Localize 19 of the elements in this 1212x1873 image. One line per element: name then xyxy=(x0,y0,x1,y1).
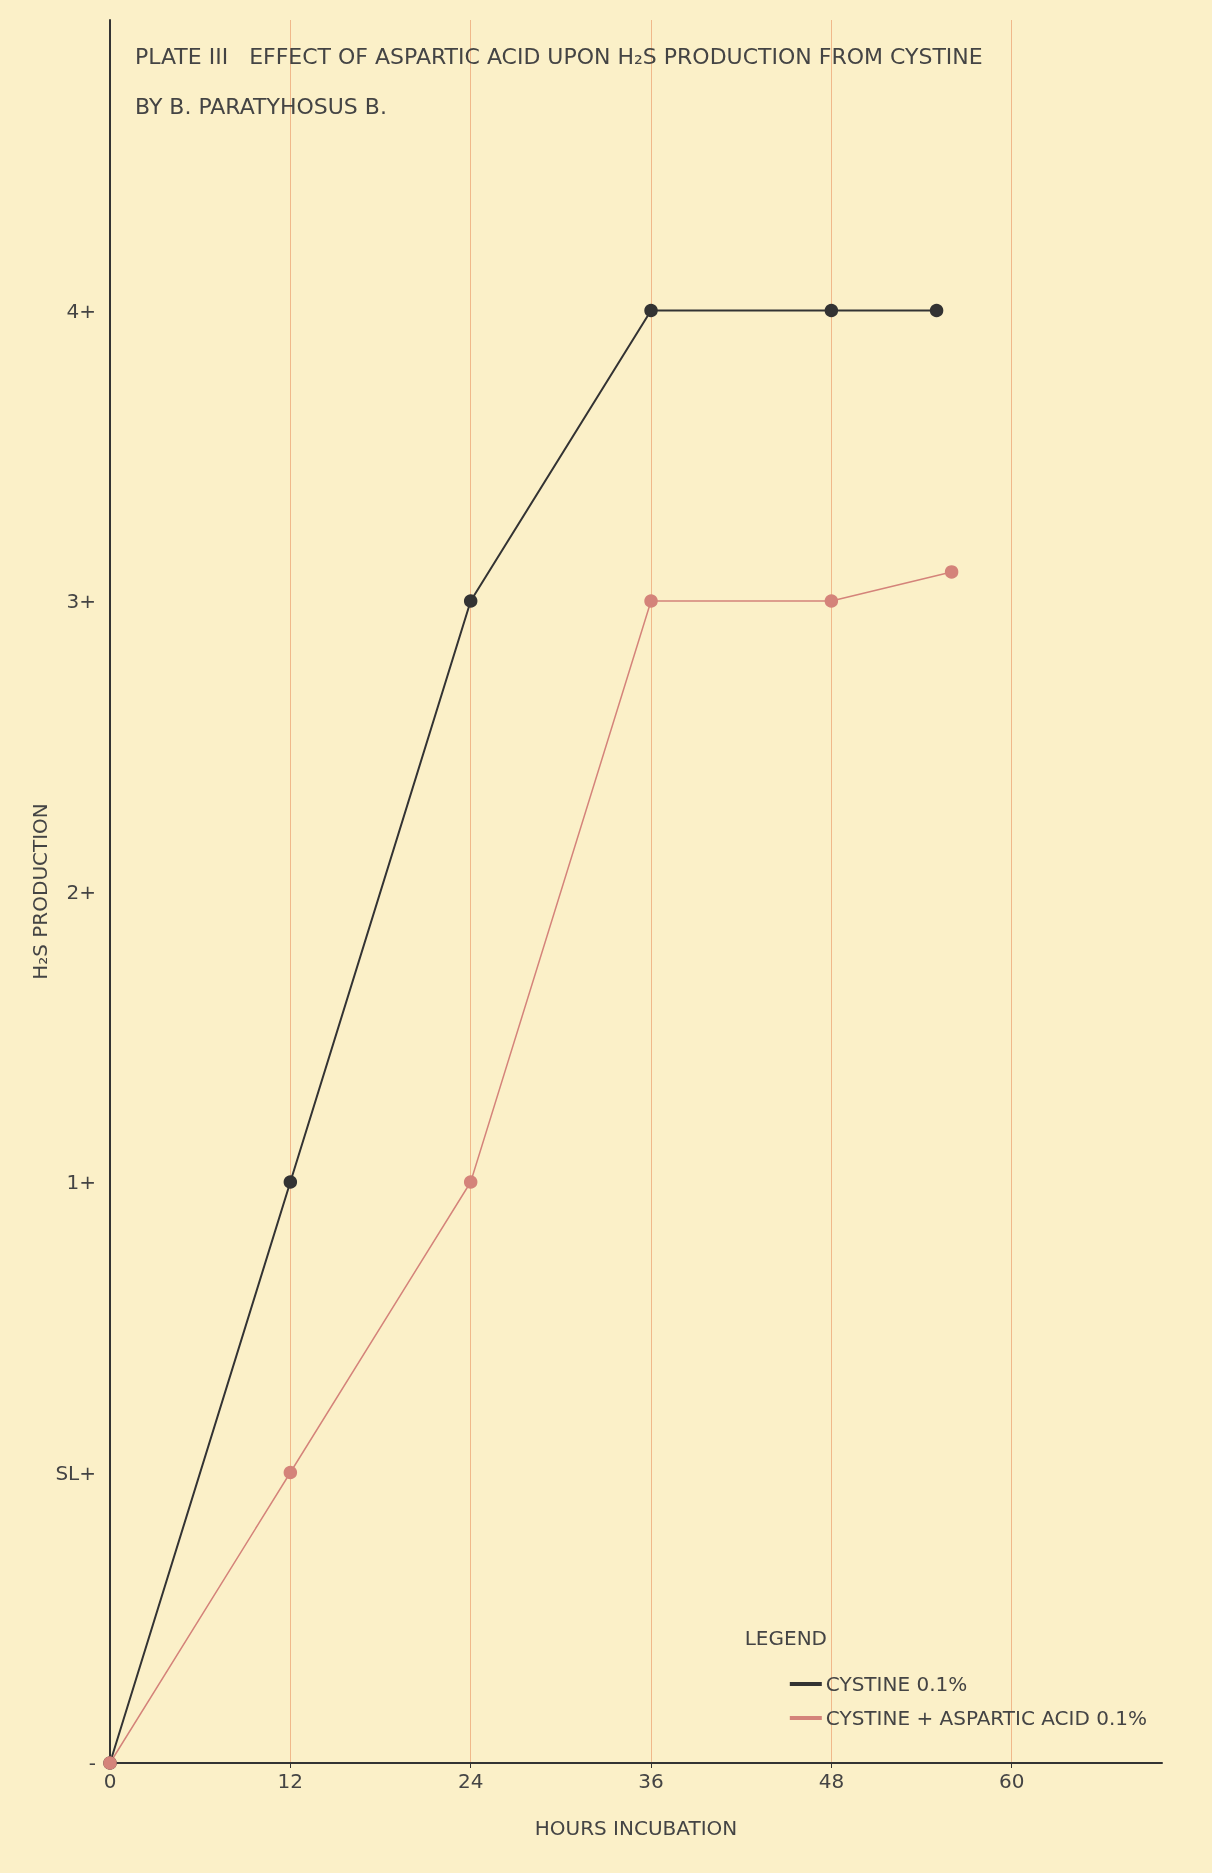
chart-title: PLATE III EFFECT OF ASPARTIC ACID UPON H₂S PRODUCTION FROM CYSTINE xyxy=(135,43,983,69)
text: 4+ xyxy=(66,298,96,323)
text: 1+ xyxy=(66,1170,96,1194)
text: SL+ xyxy=(55,1460,96,1485)
x-tick-label: 12 xyxy=(277,1769,304,1793)
legend-label: CYSTINE + ASPARTIC ACID 0.1% xyxy=(825,1706,1148,1730)
y-axis-title: H₂S PRODUCTION xyxy=(28,803,52,980)
x-tick-label: 0 xyxy=(103,1769,117,1793)
x-tick-label: 36 xyxy=(638,1769,664,1793)
x-axis-title: HOURS INCUBATION xyxy=(534,1816,738,1840)
x-tick-label: 48 xyxy=(818,1769,845,1793)
text: - xyxy=(88,1751,96,1775)
text: 3+ xyxy=(66,589,96,613)
legend-title: LEGEND xyxy=(744,1626,828,1650)
legend-label: CYSTINE 0.1% xyxy=(825,1672,968,1696)
x-tick-label: 60 xyxy=(998,1769,1025,1793)
chart-subtitle: BY B. PARATYHOSUS B. xyxy=(135,93,387,119)
x-tick-label: 24 xyxy=(457,1769,484,1793)
text: 2+ xyxy=(66,879,96,904)
